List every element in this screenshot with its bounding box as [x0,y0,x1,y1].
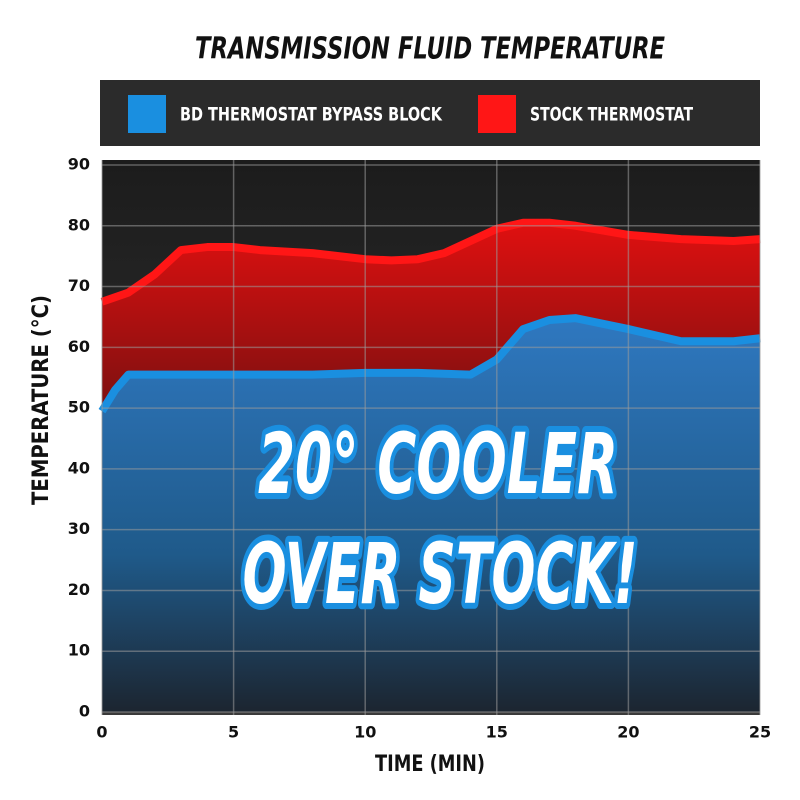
x-tick-label: 0 [96,723,107,742]
area [102,318,760,712]
y-axis-label: TEMPERATURE (°C) [29,295,54,505]
y-tick-label: 40 [68,458,90,477]
annotation: OVER STOCK! [243,525,638,623]
x-tick-label: 5 [228,723,239,742]
y-tick-label: 80 [68,215,90,234]
y-tick-label: 10 [68,641,90,660]
y-tick-label: 50 [68,398,90,417]
x-tick-label: 10 [354,723,376,742]
y-tick-label: 20 [68,580,90,599]
line [100,218,761,306]
line [98,314,761,414]
y-tick-label: 30 [68,519,90,538]
x-tick-label: 15 [486,723,508,742]
x-tick-label: 20 [617,723,639,742]
legend [100,80,760,146]
y-tick-label: 0 [79,702,90,721]
x-axis-label: TIME (MIN) [375,752,485,777]
legend-label: STOCK THERMOSTAT [530,104,693,126]
legend-swatch [478,95,516,133]
annotation: 20° COOLER [258,415,618,513]
y-tick-label: 90 [68,155,90,174]
chart-title: TRANSMISSION FLUID TEMPERATURE [195,32,665,67]
legend-swatch [128,95,166,133]
x-tick-label: 25 [749,723,771,742]
y-tick-label: 70 [68,276,90,295]
legend-label: BD THERMOSTAT BYPASS BLOCK [180,104,443,126]
y-tick-label: 60 [68,337,90,356]
